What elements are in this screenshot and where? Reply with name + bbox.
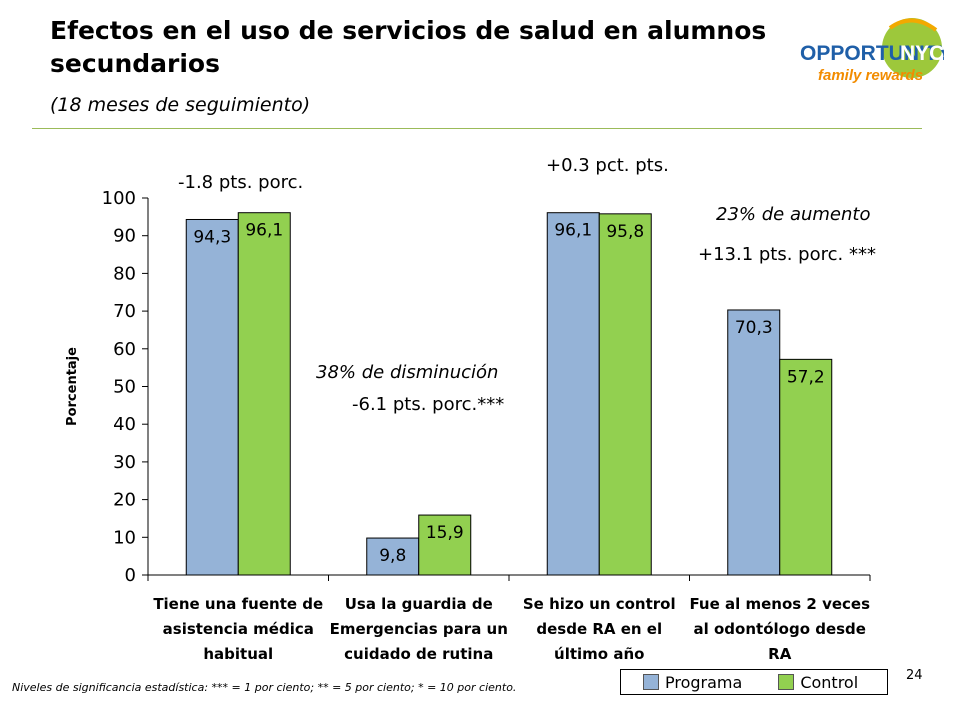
bar-control <box>418 514 472 576</box>
x-category-label: Usa la guardia de <box>345 595 493 613</box>
x-category-label: Fue al menos 2 veces <box>689 595 870 613</box>
x-category-label: desde RA en el <box>536 620 662 638</box>
bar-programa <box>185 218 239 576</box>
bar-value-label: 57,2 <box>787 367 825 387</box>
x-category-label: cuidado de rutina <box>344 645 493 663</box>
title-divider <box>32 128 922 129</box>
bar-value-label: 95,8 <box>606 222 644 242</box>
x-category-label: habitual <box>203 645 273 663</box>
legend-label-control: Control <box>800 672 859 692</box>
y-tick-label: 0 <box>125 565 136 586</box>
legend-key-control <box>778 674 795 690</box>
y-tick-label: 70 <box>113 301 136 322</box>
annotation-emergency-pct: 38% de disminución <box>316 362 499 383</box>
bar-value-label: 70,3 <box>735 318 773 338</box>
bar-programa <box>366 537 420 576</box>
page-number: 24 <box>906 668 923 683</box>
y-tick-label: 60 <box>113 339 136 360</box>
bar-programa <box>546 212 600 576</box>
bar-control <box>237 212 291 576</box>
x-category-label: asistencia médica <box>163 620 314 638</box>
x-category-label: Emergencias para un <box>330 620 508 638</box>
logo-text-main: OPPORTUNITY <box>800 42 944 65</box>
annotation-habitual: -1.8 pts. porc. <box>178 172 304 193</box>
y-tick-label: 50 <box>113 377 136 398</box>
y-tick-label: 10 <box>113 527 136 548</box>
y-tick-label: 40 <box>113 414 136 435</box>
chart-legend: Programa Control <box>620 669 888 695</box>
annotation-dentist-pct: 23% de aumento <box>716 204 871 225</box>
annotation-dentist-pts: +13.1 pts. porc. *** <box>698 244 876 265</box>
x-category-label: RA <box>768 645 792 663</box>
bar-control <box>598 213 652 576</box>
x-category-label: Se hizo un control <box>523 595 676 613</box>
bar-control <box>779 358 833 576</box>
legend-key-programa <box>643 674 659 690</box>
annotation-control: +0.3 pct. pts. <box>546 155 669 176</box>
bar-value-label: 9,8 <box>379 546 406 566</box>
y-tick-label: 80 <box>113 263 136 284</box>
bar-value-label: 96,1 <box>554 221 592 241</box>
x-category-label: último año <box>554 645 644 663</box>
x-category-label: Tiene una fuente de <box>153 595 323 613</box>
y-tick-label: 100 <box>102 188 136 209</box>
y-tick-label: 90 <box>113 226 136 247</box>
x-category-label: al odontólogo desde <box>694 620 866 638</box>
slide-title: Efectos en el uso de servicios de salud … <box>50 16 767 78</box>
y-axis-title: Porcentaje <box>65 347 80 426</box>
y-tick-label: 30 <box>113 452 136 473</box>
significance-footnote: Niveles de significancia estadística: **… <box>12 681 517 694</box>
bar-value-label: 15,9 <box>426 523 464 543</box>
logo-text-tagline: family rewards <box>818 67 923 84</box>
legend-label-programa: Programa <box>665 672 743 692</box>
slide-subtitle: (18 meses de seguimiento) <box>50 94 311 116</box>
bar-programa <box>727 309 781 576</box>
bar-value-label: 96,1 <box>245 221 283 241</box>
y-tick-label: 20 <box>113 490 136 511</box>
logo-text-nyc: NYC <box>900 42 944 65</box>
opportunity-nyc-logo: OPPORTUNITY NYC family rewards <box>800 18 944 84</box>
bar-value-label: 94,3 <box>193 227 231 247</box>
annotation-emergency-pts: -6.1 pts. porc.*** <box>352 394 505 415</box>
